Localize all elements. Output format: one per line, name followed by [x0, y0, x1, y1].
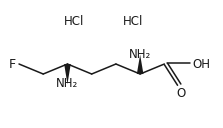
Text: NH₂: NH₂ [56, 77, 78, 90]
Text: NH₂: NH₂ [129, 48, 151, 61]
Polygon shape [137, 55, 143, 74]
Polygon shape [64, 64, 71, 84]
Text: OH: OH [192, 57, 210, 71]
Text: F: F [8, 57, 16, 71]
Text: HCl: HCl [64, 15, 84, 28]
Text: O: O [176, 87, 186, 100]
Text: HCl: HCl [123, 15, 144, 28]
